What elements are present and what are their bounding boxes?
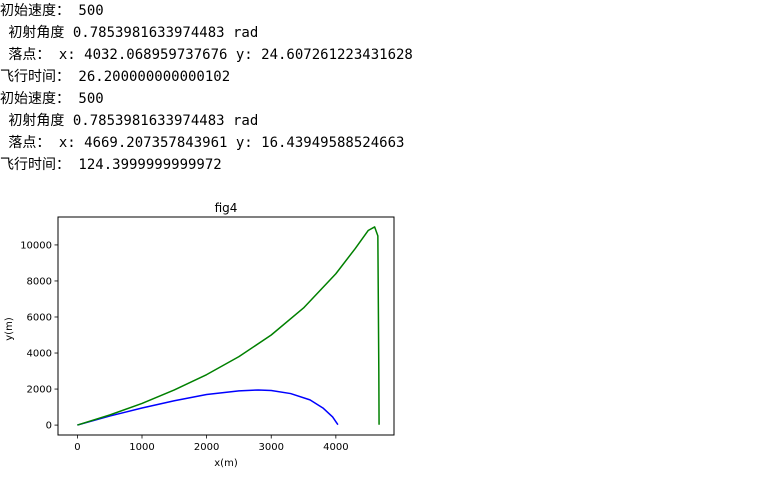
x-tick-label: 4000 xyxy=(323,442,348,453)
series-group xyxy=(77,226,380,426)
y-tick-label: 2000 xyxy=(27,385,52,396)
x-tick-label: 2000 xyxy=(194,442,219,453)
x-tick-label: 0 xyxy=(74,442,80,453)
x-tick-label: 3000 xyxy=(259,442,284,453)
chart-title: fig4 xyxy=(215,201,238,215)
initial-speed-line-2: 初始速度： 500 xyxy=(0,91,104,107)
y-axis-label: y(m) xyxy=(4,317,15,341)
landing-point-line-1: 落点： x: 4032.068959737676 y: 24.607261223… xyxy=(0,47,413,63)
landing-point-line-2: 落点： x: 4669.207357843961 y: 16.439495885… xyxy=(0,135,405,151)
launch-angle-line-1: 初射角度 0.7853981633974483 rad xyxy=(0,25,259,41)
flight-time-line-1: 飞行时间： 26.200000000000102 xyxy=(0,69,231,85)
x-axis-label: x(m) xyxy=(214,458,238,469)
y-tick-label: 0 xyxy=(46,421,52,432)
flight-time-line-2: 飞行时间： 124.3999999999972 xyxy=(0,157,222,173)
trajectory-line-2 xyxy=(77,226,380,426)
initial-speed-line-1: 初始速度： 500 xyxy=(0,3,104,19)
trajectory-chart: fig4 0 1000 2000 3000 4000 0 2000 4000 6000 8000 1… xyxy=(4,201,395,469)
y-tick-label: 4000 xyxy=(27,349,52,360)
y-tick-label: 10000 xyxy=(20,240,52,251)
y-tick-label: 8000 xyxy=(27,276,52,287)
trajectory-figure: fig4 0 1000 2000 3000 4000 0 2000 4000 6000 8000 1… xyxy=(0,198,400,482)
y-tick-label: 6000 xyxy=(27,312,52,323)
trajectory-line-1 xyxy=(77,389,339,426)
x-tick-label: 1000 xyxy=(129,442,154,453)
plot-area xyxy=(57,216,395,436)
axis-ticks: 0 1000 2000 3000 4000 0 2000 4000 6000 8000 10000 xyxy=(20,240,348,453)
launch-angle-line-2: 初射角度 0.7853981633974483 rad xyxy=(0,113,259,129)
